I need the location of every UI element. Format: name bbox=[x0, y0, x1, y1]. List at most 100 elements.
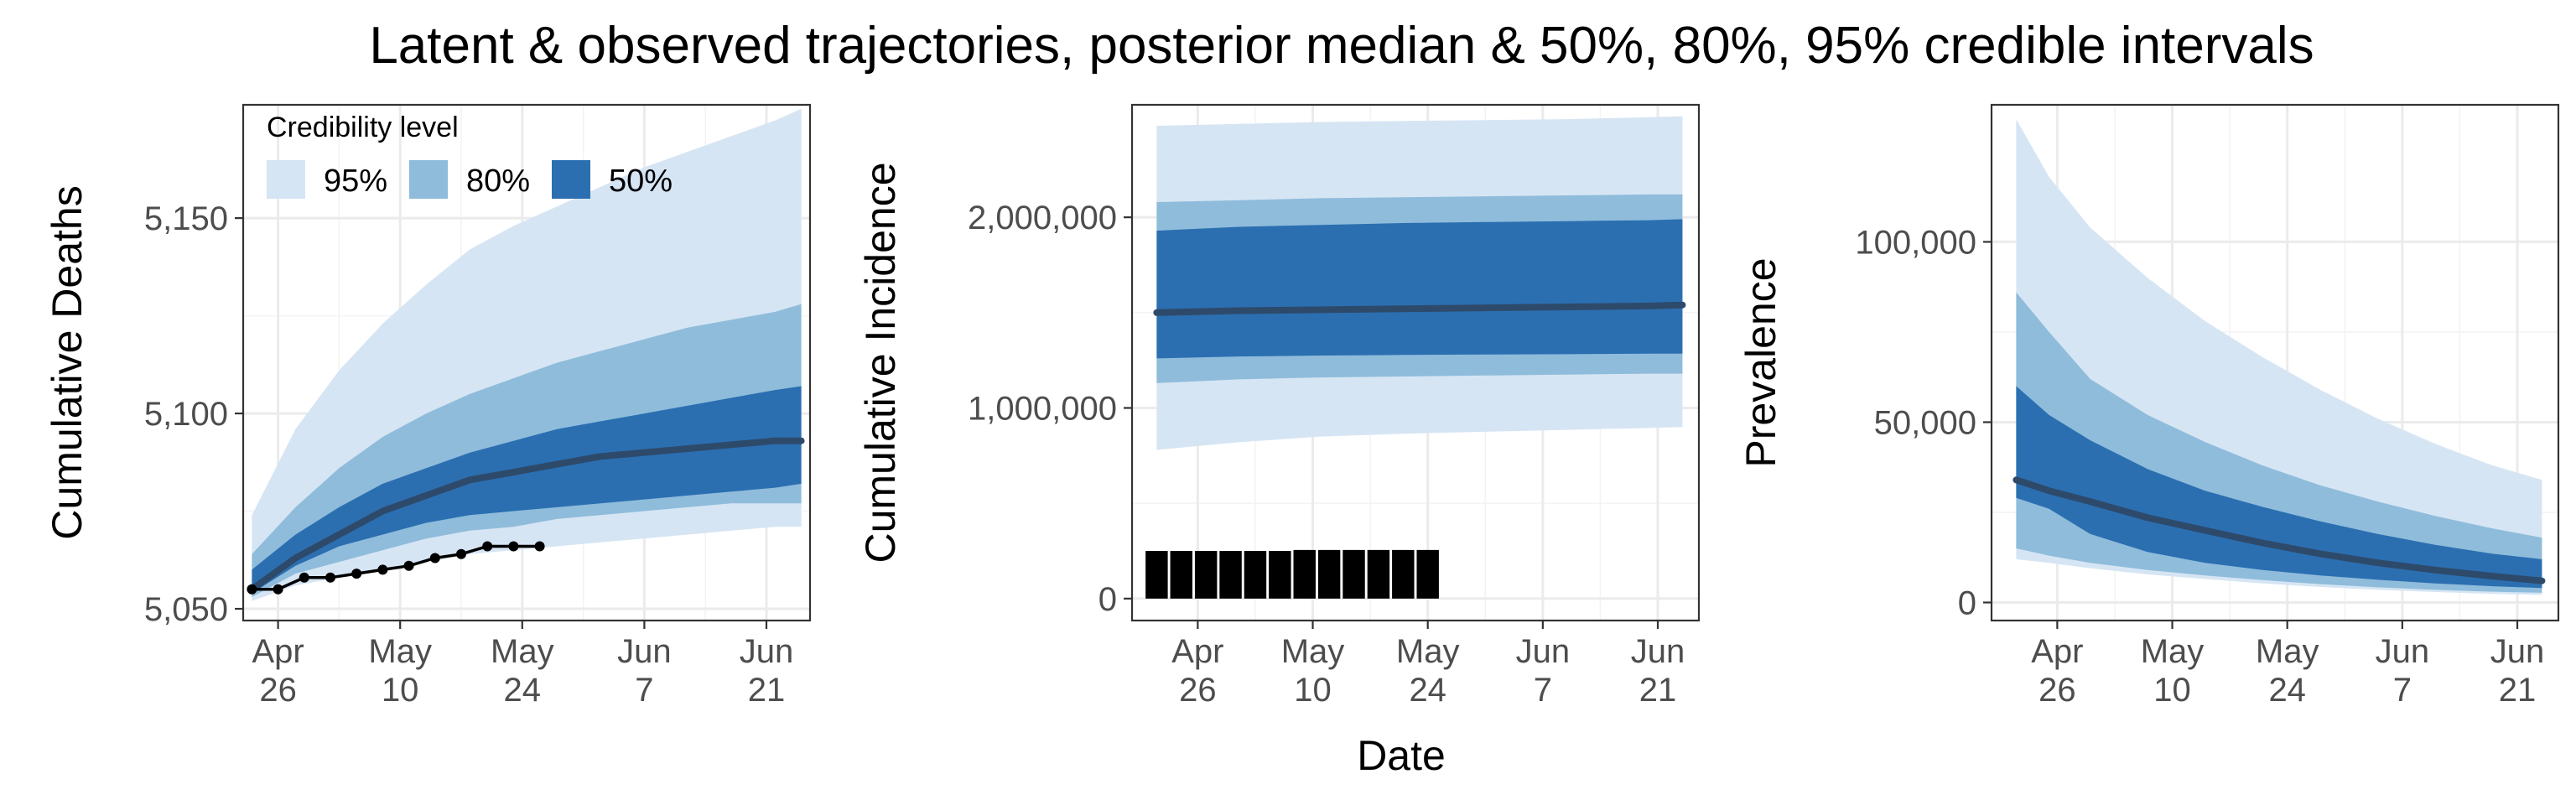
x-tick-label-line: Jun bbox=[2376, 633, 2430, 670]
x-tick-label: Apr 26 bbox=[2031, 633, 2083, 709]
median-line bbox=[248, 437, 805, 593]
x-tick-label-line: 24 bbox=[504, 672, 542, 709]
observed-bar bbox=[1145, 551, 1168, 599]
x-tick-label-line: Jun bbox=[1631, 633, 1685, 670]
x-tick-label-line: May bbox=[491, 633, 554, 670]
plot-area bbox=[2012, 119, 2546, 595]
x-tick-label-line: Jun bbox=[617, 633, 672, 670]
ribbon-50pct bbox=[252, 386, 802, 594]
x-tick-label: Jun 7 bbox=[617, 633, 672, 709]
x-tick-label-line: 26 bbox=[259, 672, 297, 709]
y-axis-title: Cumulative Incidence bbox=[857, 162, 904, 563]
y-tick-label: 0 bbox=[1958, 584, 1976, 621]
y-tick-label: 5,150 bbox=[144, 200, 228, 237]
ribbon-50pct bbox=[2016, 386, 2542, 589]
y-axis-title: Cumulative Deaths bbox=[44, 185, 91, 539]
plot-area bbox=[1145, 116, 1686, 599]
x-tick-label-line: Jun bbox=[740, 633, 794, 670]
x-tick-label-line: 21 bbox=[1639, 672, 1677, 709]
x-tick-label-line: Apr bbox=[252, 633, 304, 670]
observed-point bbox=[534, 541, 545, 552]
observed-point bbox=[247, 584, 257, 595]
observed-bar bbox=[1293, 549, 1316, 599]
x-tick-label-line: Apr bbox=[1171, 633, 1223, 670]
y-axis-title: Prevalence bbox=[1737, 257, 1784, 467]
y-tick-label: 0 bbox=[1098, 581, 1117, 618]
panel-border bbox=[1990, 103, 2560, 622]
y-tick-label: 100,000 bbox=[1855, 224, 1976, 261]
panel-border bbox=[242, 103, 812, 622]
x-tick-label-line: 10 bbox=[1294, 672, 1332, 709]
observed-bar bbox=[1392, 549, 1415, 599]
x-tick-label-line: May bbox=[1281, 633, 1345, 670]
observed-bar bbox=[1416, 549, 1439, 599]
x-tick-label: May 24 bbox=[491, 633, 554, 709]
observed-point bbox=[456, 548, 466, 559]
x-tick-label-line: 24 bbox=[1409, 672, 1446, 709]
observed-bar bbox=[1244, 551, 1267, 599]
y-tick-label: 2,000,000 bbox=[968, 200, 1117, 236]
legend-key-95pct bbox=[267, 160, 305, 199]
x-tick-label: Apr 26 bbox=[252, 633, 304, 709]
x-tick-label: Jun 7 bbox=[2376, 633, 2430, 709]
x-tick-label-line: Apr bbox=[2031, 633, 2083, 670]
x-tick-label-line: 7 bbox=[2393, 672, 2412, 709]
x-tick-label-line: 26 bbox=[1179, 672, 1217, 709]
observed-point bbox=[273, 584, 283, 595]
x-tick-label-line: 10 bbox=[2153, 672, 2191, 709]
x-tick-label-line: 21 bbox=[2499, 672, 2537, 709]
x-tick-label-line: 7 bbox=[1534, 672, 1552, 709]
observed-bar bbox=[1343, 549, 1365, 599]
observed-bar bbox=[1367, 549, 1390, 599]
observed-bar bbox=[1269, 551, 1291, 599]
x-axis-title: Date bbox=[1357, 732, 1446, 779]
x-tick-label: May 10 bbox=[1281, 633, 1345, 709]
y-tick-label: 50,000 bbox=[1874, 404, 1976, 441]
observed-point bbox=[299, 572, 309, 583]
y-tick-label: 1,000,000 bbox=[968, 390, 1117, 427]
median-line bbox=[1153, 301, 1686, 316]
x-tick-label-line: 26 bbox=[2038, 672, 2076, 709]
observed-point bbox=[377, 564, 388, 575]
x-tick-label: May 10 bbox=[368, 633, 432, 709]
x-tick-label-line: May bbox=[2141, 633, 2205, 670]
x-tick-label: Jun 21 bbox=[740, 633, 794, 709]
observed-bar bbox=[1194, 551, 1218, 599]
ribbon-50pct bbox=[1156, 219, 1683, 359]
plot-area bbox=[247, 108, 805, 601]
x-tick-label: Apr 26 bbox=[1171, 633, 1223, 709]
observed-point bbox=[325, 572, 335, 583]
x-tick-label-line: May bbox=[368, 633, 432, 670]
x-tick-label-line: 24 bbox=[2268, 672, 2306, 709]
x-tick-label-line: 10 bbox=[382, 672, 419, 709]
observed-bar bbox=[1219, 551, 1242, 599]
legend: Credibility level 95% 80% 50% bbox=[267, 112, 673, 199]
median-line bbox=[2012, 476, 2546, 584]
y-tick-label: 5,050 bbox=[144, 591, 228, 628]
x-tick-label-line: 7 bbox=[635, 672, 653, 709]
x-tick-label: May 24 bbox=[2256, 633, 2319, 709]
observed-point bbox=[403, 560, 414, 571]
observed-point bbox=[482, 541, 493, 552]
x-tick-label-line: May bbox=[1396, 633, 1460, 670]
y-tick-label: 5,100 bbox=[144, 396, 228, 433]
x-tick-label-line: Jun bbox=[1516, 633, 1571, 670]
observed-point bbox=[429, 553, 440, 564]
legend-key-50pct bbox=[552, 160, 590, 199]
x-tick-label: Jun 21 bbox=[2490, 633, 2545, 709]
x-tick-label-line: May bbox=[2256, 633, 2319, 670]
observed-point bbox=[508, 541, 519, 552]
legend-label-95pct: 95% bbox=[324, 164, 387, 199]
legend-title: Credibility level bbox=[267, 112, 459, 143]
legend-label-50pct: 50% bbox=[609, 164, 673, 199]
observed-point bbox=[351, 569, 362, 579]
figure-title: Latent & observed trajectories, posterio… bbox=[369, 17, 2314, 75]
x-tick-label-line: 21 bbox=[748, 672, 786, 709]
legend-label-80pct: 80% bbox=[466, 164, 530, 199]
x-tick-label-line: Jun bbox=[2490, 633, 2545, 670]
legend-key-80pct bbox=[409, 160, 448, 199]
x-tick-label: Jun 21 bbox=[1631, 633, 1685, 709]
